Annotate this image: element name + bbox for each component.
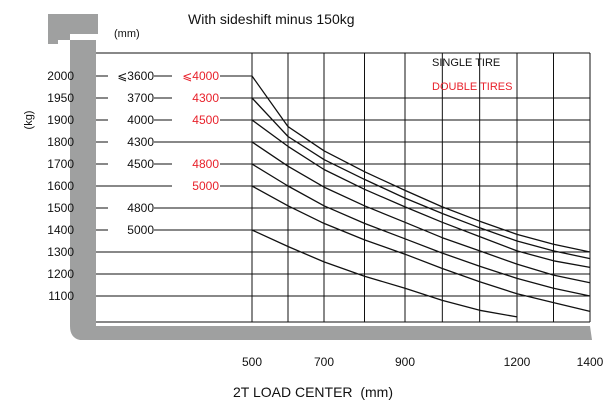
chart-grid bbox=[96, 52, 591, 323]
y-tick-label: 1200 bbox=[47, 267, 74, 281]
y-tick-label: 1100 bbox=[48, 289, 74, 303]
double-tires-height: 4500 bbox=[192, 113, 219, 127]
row-label-bg bbox=[172, 91, 220, 105]
row-label-bg bbox=[108, 135, 154, 149]
row-label-bg bbox=[172, 113, 220, 127]
double-tires-height: ⩽4000 bbox=[182, 69, 219, 83]
y-tick-label: 1300 bbox=[47, 245, 74, 259]
double-tires-height: 5000 bbox=[192, 179, 219, 193]
row-label-bg bbox=[108, 113, 154, 127]
capacity-curve bbox=[251, 229, 518, 318]
capacity-curve bbox=[251, 163, 591, 297]
legend-single-tire: SINGLE TIRE bbox=[432, 57, 500, 69]
row-label-bg bbox=[108, 91, 154, 105]
row-labels: ⩽3600 ⩽4000 3700 4300 4000 4500 4300 4500 4800 50… bbox=[108, 69, 220, 237]
row-label-bg bbox=[108, 69, 154, 83]
double-tires-height: 4800 bbox=[192, 157, 219, 171]
capacity-curve bbox=[251, 119, 591, 269]
row-label-bg bbox=[108, 157, 154, 171]
y-tick-label: 1950 bbox=[47, 91, 74, 105]
y-tick-label: 1600 bbox=[47, 179, 74, 193]
row-label-bg bbox=[108, 223, 154, 237]
single-tire-height: 4000 bbox=[127, 113, 154, 127]
curves bbox=[251, 75, 591, 318]
x-ticks: 500 700 900 1200 1400 bbox=[242, 355, 604, 369]
single-tire-height: 4800 bbox=[127, 201, 154, 215]
x-tick-label: 700 bbox=[314, 355, 334, 369]
single-tire-height: 5000 bbox=[127, 223, 154, 237]
capacity-curve bbox=[251, 75, 591, 253]
y-tick-label: 1700 bbox=[47, 157, 74, 171]
y-tick-label: 2000 bbox=[47, 69, 74, 83]
double-tires-height: 4300 bbox=[192, 91, 219, 105]
y-ticks: 2000 1950 1900 1800 1700 1600 1500 1400 1300 1200… bbox=[47, 69, 74, 303]
capacity-curve bbox=[251, 141, 591, 284]
row-label-bg bbox=[108, 201, 154, 215]
y-axis-label: (kg) bbox=[23, 111, 35, 130]
y-tick-label: 1900 bbox=[47, 113, 74, 127]
x-tick-label: 1400 bbox=[577, 355, 604, 369]
legend-double-tires: DOUBLE TIRES bbox=[432, 81, 513, 93]
y-tick-label: 1800 bbox=[47, 135, 74, 149]
x-tick-label: 500 bbox=[242, 355, 262, 369]
single-tire-height: ⩽3600 bbox=[117, 69, 154, 83]
row-label-bg bbox=[172, 157, 220, 171]
row-label-bg bbox=[172, 69, 220, 83]
x-tick-label: 900 bbox=[395, 355, 415, 369]
x-axis-label: 2T LOAD CENTER (mm) bbox=[233, 384, 393, 400]
capacity-curve bbox=[251, 97, 591, 260]
lift-height-unit: (mm) bbox=[114, 28, 140, 40]
y-tick-label: 1400 bbox=[47, 223, 74, 237]
capacity-curve bbox=[251, 185, 591, 313]
row-label-bg bbox=[172, 179, 220, 193]
y-tick-label: 1500 bbox=[47, 201, 74, 215]
x-tick-label: 1200 bbox=[504, 355, 531, 369]
single-tire-height: 3700 bbox=[127, 91, 154, 105]
single-tire-height: 4300 bbox=[127, 135, 154, 149]
single-tire-height: 4500 bbox=[127, 157, 154, 171]
chart-title: With sideshift minus 150kg bbox=[188, 11, 355, 27]
